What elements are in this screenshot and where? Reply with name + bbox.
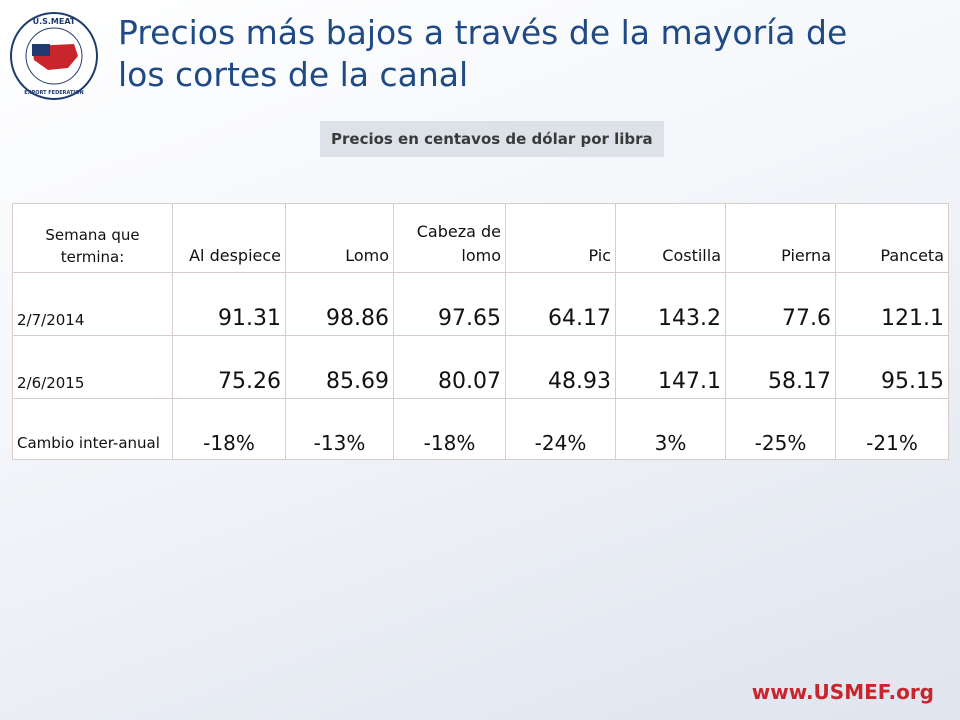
logo-stars — [32, 44, 50, 56]
subtitle: Precios en centavos de dólar por libra — [320, 121, 664, 157]
data-row: 2/7/2014 91.31 98.86 97.65 64.17 143.2 77.6 121… — [12, 272, 949, 336]
cell: 48.93 — [505, 335, 616, 399]
footer-url: www.USMEF.org — [751, 680, 934, 704]
price-table: Semana que termina: Al despiece Lomo Cabeza… — [12, 203, 949, 460]
data-row: Cambio inter-anual -18% -13% -18% -24% 3% -25%… — [12, 398, 949, 460]
cell: 98.86 — [285, 272, 394, 336]
cell: -25% — [725, 398, 836, 460]
row-label: 2/6/2015 — [12, 335, 173, 399]
column-header: Pierna — [725, 203, 836, 273]
cell: 95.15 — [835, 335, 949, 399]
column-header: Al despiece — [172, 203, 286, 273]
cell: 80.07 — [393, 335, 506, 399]
cell: 91.31 — [172, 272, 286, 336]
cell: 64.17 — [505, 272, 616, 336]
row-label: 2/7/2014 — [12, 272, 173, 336]
cell: 75.26 — [172, 335, 286, 399]
title: Precios más bajos a través de la mayoría… — [118, 13, 848, 94]
row-label: Cambio inter-anual — [12, 398, 173, 460]
column-header: Pic — [505, 203, 616, 273]
cell: 143.2 — [615, 272, 726, 336]
data-row: 2/6/2015 75.26 85.69 80.07 48.93 147.1 58.17 95… — [12, 335, 949, 399]
cell: 121.1 — [835, 272, 949, 336]
cell: 58.17 — [725, 335, 836, 399]
logo-bottom: EXPORT FEDERATION — [24, 90, 83, 96]
cell: 97.65 — [393, 272, 506, 336]
column-header: Panceta — [835, 203, 949, 273]
cell: -18% — [393, 398, 506, 460]
cell: -18% — [172, 398, 286, 460]
cell: -13% — [285, 398, 394, 460]
column-header: Lomo — [285, 203, 394, 273]
logo-top: U.S.MEAT — [33, 17, 76, 26]
cell: 147.1 — [615, 335, 726, 399]
column-header: Costilla — [615, 203, 726, 273]
logo: U.S.MEAT EXPORT FEDERATION — [10, 12, 98, 100]
cell: 85.69 — [285, 335, 394, 399]
cell: 3% — [615, 398, 726, 460]
column-header: Semana que termina: — [12, 203, 173, 273]
header-row: Semana que termina: Al despiece Lomo Cabeza… — [12, 203, 949, 273]
table-body: Semana que termina: Al despiece Lomo Cabeza… — [12, 203, 949, 460]
column-header: Cabeza de lomo — [393, 203, 506, 273]
cell: -24% — [505, 398, 616, 460]
cell: 77.6 — [725, 272, 836, 336]
cell: -21% — [835, 398, 949, 460]
